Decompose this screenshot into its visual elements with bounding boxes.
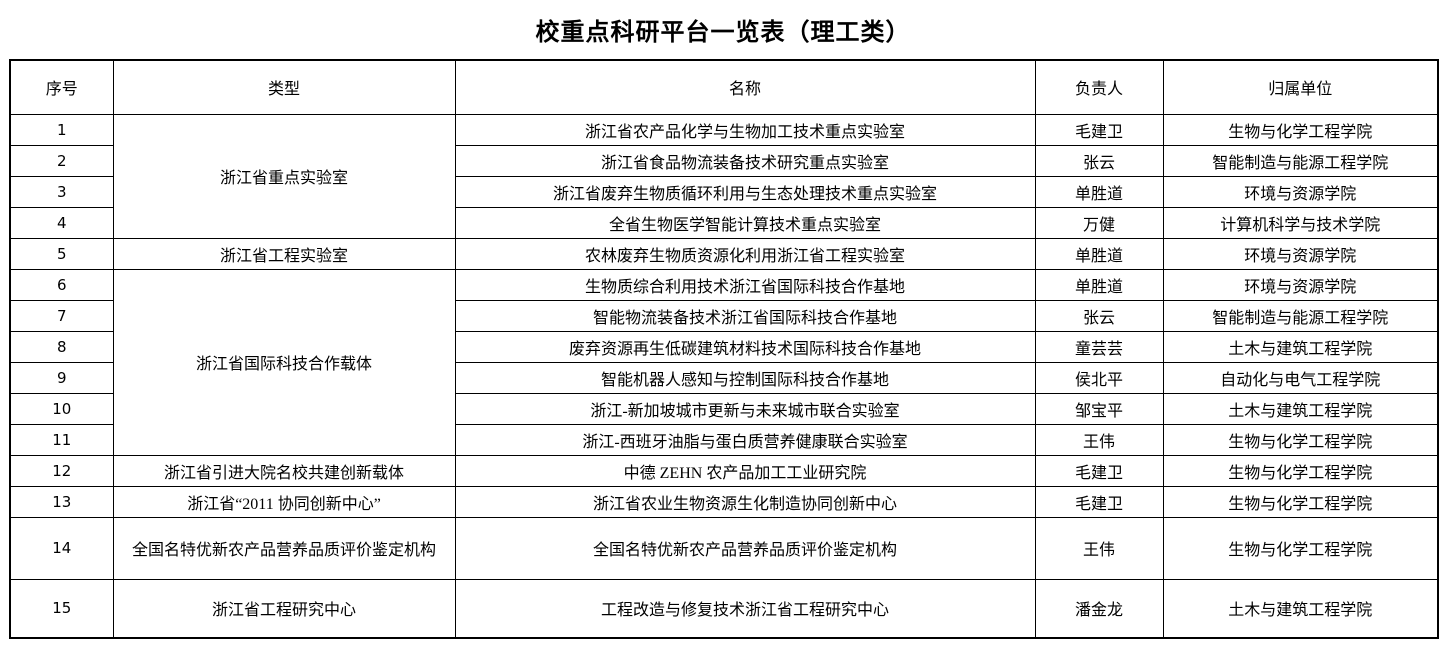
- unit-cell: 智能制造与能源工程学院: [1162, 299, 1439, 332]
- unit-cell: 生物与化学工程学院: [1162, 113, 1439, 146]
- name-cell: 浙江省农业生物资源生化制造协同创新中心: [454, 485, 1036, 518]
- serial-cell: 6: [9, 268, 114, 301]
- name-cell: 智能物流装备技术浙江省国际科技合作基地: [454, 299, 1036, 332]
- serial-cell: 9: [9, 361, 114, 394]
- header-name: 名称: [454, 59, 1036, 115]
- type-cell: 浙江省工程研究中心: [112, 578, 456, 639]
- leader-cell: 邹宝平: [1034, 392, 1164, 425]
- unit-cell: 环境与资源学院: [1162, 175, 1439, 208]
- unit-cell: 土木与建筑工程学院: [1162, 392, 1439, 425]
- serial-cell: 7: [9, 299, 114, 332]
- type-cell: 全国名特优新农产品营养品质评价鉴定机构: [112, 516, 456, 580]
- header-serial: 序号: [9, 59, 114, 115]
- name-cell: 全国名特优新农产品营养品质评价鉴定机构: [454, 516, 1036, 580]
- type-cell: 浙江省国际科技合作载体: [112, 268, 456, 456]
- table-row: 14 全国名特优新农产品营养品质评价鉴定机构 全国名特优新农产品营养品质评价鉴定…: [9, 516, 1439, 580]
- name-cell: 中德 ZEHN 农产品加工工业研究院: [454, 454, 1036, 487]
- unit-cell: 土木与建筑工程学院: [1162, 330, 1439, 363]
- type-cell: 浙江省引进大院名校共建创新载体: [112, 454, 456, 487]
- leader-cell: 王伟: [1034, 423, 1164, 456]
- header-row: 序号 类型 名称 负责人 归属单位: [9, 59, 1439, 115]
- name-cell: 浙江-新加坡城市更新与未来城市联合实验室: [454, 392, 1036, 425]
- type-cell: 浙江省“2011 协同创新中心”: [112, 485, 456, 518]
- leader-cell: 万健: [1034, 206, 1164, 239]
- type-cell: 浙江省工程实验室: [112, 237, 456, 270]
- leader-cell: 张云: [1034, 144, 1164, 177]
- name-cell: 废弃资源再生低碳建筑材料技术国际科技合作基地: [454, 330, 1036, 363]
- unit-cell: 环境与资源学院: [1162, 268, 1439, 301]
- table-row: 6 浙江省国际科技合作载体 生物质综合利用技术浙江省国际科技合作基地 单胜道 环…: [9, 268, 1439, 456]
- serial-cell: 13: [9, 485, 114, 518]
- table-row: 4 全省生物医学智能计算技术重点实验室 万健 计算机科学与技术学院: [9, 206, 1439, 239]
- type-cell: 浙江省重点实验室: [112, 113, 456, 239]
- leader-cell: 童芸芸: [1034, 330, 1164, 363]
- unit-cell: 土木与建筑工程学院: [1162, 578, 1439, 639]
- table-row: 9 智能机器人感知与控制国际科技合作基地 侯北平 自动化与电气工程学院: [9, 361, 1439, 394]
- table-body: 1 浙江省重点实验室 浙江省农产品化学与生物加工技术重点实验室 毛建卫 生物与化…: [9, 113, 1439, 639]
- unit-cell: 生物与化学工程学院: [1162, 485, 1439, 518]
- serial-cell: 10: [9, 392, 114, 425]
- research-platform-table: 序号 类型 名称 负责人 归属单位 1 浙江省重点实验室 浙江省农产品化学与生物…: [9, 59, 1439, 639]
- unit-cell: 生物与化学工程学院: [1162, 454, 1439, 487]
- page-title: 校重点科研平台一览表（理工类）: [535, 20, 911, 46]
- unit-cell: 环境与资源学院: [1162, 237, 1439, 270]
- leader-cell: 张云: [1034, 299, 1164, 332]
- leader-cell: 毛建卫: [1034, 454, 1164, 487]
- serial-cell: 8: [9, 330, 114, 363]
- name-cell: 浙江省农产品化学与生物加工技术重点实验室: [454, 113, 1036, 146]
- header-type: 类型: [112, 59, 456, 115]
- serial-cell: 12: [9, 454, 114, 487]
- serial-cell: 2: [9, 144, 114, 177]
- table-row: 11 浙江-西班牙油脂与蛋白质营养健康联合实验室 王伟 生物与化学工程学院: [9, 423, 1439, 456]
- table-row: 7 智能物流装备技术浙江省国际科技合作基地 张云 智能制造与能源工程学院: [9, 299, 1439, 332]
- leader-cell: 毛建卫: [1034, 113, 1164, 146]
- leader-cell: 王伟: [1034, 516, 1164, 580]
- unit-cell: 生物与化学工程学院: [1162, 516, 1439, 580]
- unit-cell: 生物与化学工程学院: [1162, 423, 1439, 456]
- name-cell: 生物质综合利用技术浙江省国际科技合作基地: [454, 268, 1036, 301]
- table-row: 1 浙江省重点实验室 浙江省农产品化学与生物加工技术重点实验室 毛建卫 生物与化…: [9, 113, 1439, 239]
- serial-cell: 14: [9, 516, 114, 580]
- serial-cell: 11: [9, 423, 114, 456]
- leader-cell: 潘金龙: [1034, 578, 1164, 639]
- name-cell: 全省生物医学智能计算技术重点实验室: [454, 206, 1036, 239]
- unit-cell: 智能制造与能源工程学院: [1162, 144, 1439, 177]
- leader-cell: 毛建卫: [1034, 485, 1164, 518]
- name-cell: 浙江省食品物流装备技术研究重点实验室: [454, 144, 1036, 177]
- table-header: 序号 类型 名称 负责人 归属单位: [9, 59, 1439, 115]
- name-cell: 工程改造与修复技术浙江省工程研究中心: [454, 578, 1036, 639]
- leader-cell: 侯北平: [1034, 361, 1164, 394]
- serial-cell: 4: [9, 206, 114, 239]
- name-cell: 农林废弃生物质资源化利用浙江省工程实验室: [454, 237, 1036, 270]
- table-row: 5 浙江省工程实验室 农林废弃生物质资源化利用浙江省工程实验室 单胜道 环境与资…: [9, 237, 1439, 270]
- name-cell: 智能机器人感知与控制国际科技合作基地: [454, 361, 1036, 394]
- serial-cell: 5: [9, 237, 114, 270]
- unit-cell: 计算机科学与技术学院: [1162, 206, 1439, 239]
- leader-cell: 单胜道: [1034, 237, 1164, 270]
- serial-cell: 1: [9, 113, 114, 146]
- table-row: 10 浙江-新加坡城市更新与未来城市联合实验室 邹宝平 土木与建筑工程学院: [9, 392, 1439, 425]
- table-row: 8 废弃资源再生低碳建筑材料技术国际科技合作基地 童芸芸 土木与建筑工程学院: [9, 330, 1439, 363]
- table-row: 12 浙江省引进大院名校共建创新载体 中德 ZEHN 农产品加工工业研究院 毛建…: [9, 454, 1439, 487]
- table-row: 15 浙江省工程研究中心 工程改造与修复技术浙江省工程研究中心 潘金龙 土木与建…: [9, 578, 1439, 639]
- table-row: 3 浙江省废弃生物质循环利用与生态处理技术重点实验室 单胜道 环境与资源学院: [9, 175, 1439, 208]
- unit-cell: 自动化与电气工程学院: [1162, 361, 1439, 394]
- leader-cell: 单胜道: [1034, 268, 1164, 301]
- name-cell: 浙江省废弃生物质循环利用与生态处理技术重点实验室: [454, 175, 1036, 208]
- document-page: 校重点科研平台一览表（理工类） 序号 类型 名称 负责人 归属单位 1 浙江省重…: [9, 20, 1439, 639]
- name-cell: 浙江-西班牙油脂与蛋白质营养健康联合实验室: [454, 423, 1036, 456]
- table-row: 13 浙江省“2011 协同创新中心” 浙江省农业生物资源生化制造协同创新中心 …: [9, 485, 1439, 518]
- serial-cell: 15: [9, 578, 114, 639]
- header-leader: 负责人: [1034, 59, 1164, 115]
- serial-cell: 3: [9, 175, 114, 208]
- leader-cell: 单胜道: [1034, 175, 1164, 208]
- header-unit: 归属单位: [1162, 59, 1439, 115]
